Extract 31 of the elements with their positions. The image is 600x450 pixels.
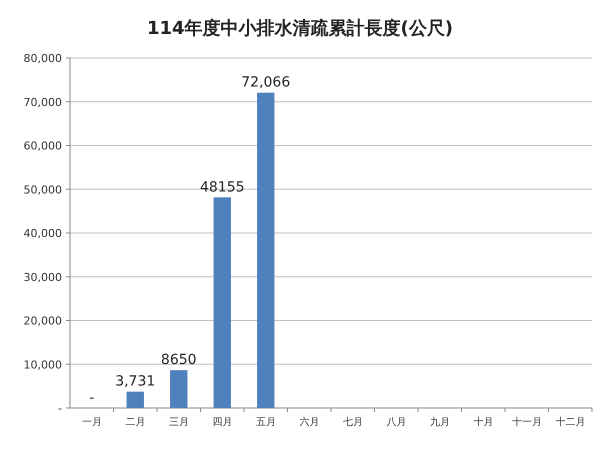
x-tick-label: 五月 xyxy=(256,417,276,428)
data-label: 48155 xyxy=(200,179,245,196)
data-label: 72,066 xyxy=(241,74,290,91)
data-label: 8650 xyxy=(160,352,197,368)
x-tick-label: 三月 xyxy=(168,417,189,428)
x-tick-label: 一月 xyxy=(82,417,102,428)
bar xyxy=(257,92,274,408)
data-label: - xyxy=(89,390,94,406)
x-tick-label: 十一月 xyxy=(512,416,542,428)
x-tick-label: 四月 xyxy=(212,417,232,428)
data-label: 3,731 xyxy=(115,374,156,390)
x-tick-label: 六月 xyxy=(299,416,320,428)
y-tick-label: - xyxy=(58,402,62,415)
x-tick-label: 七月 xyxy=(342,416,363,428)
y-tick-label: 20,000 xyxy=(24,314,62,328)
y-tick-label: 60,000 xyxy=(24,140,62,152)
bar xyxy=(214,197,231,408)
y-tick-label: 70,000 xyxy=(24,96,62,109)
chart-title: 114年度中小排水清疏累計長度(公尺) xyxy=(146,18,454,39)
x-tick-label: 九月 xyxy=(430,416,450,428)
bar xyxy=(170,370,188,408)
x-tick-label: 二月 xyxy=(125,417,146,428)
y-tick-label: 30,000 xyxy=(24,270,62,284)
y-tick-label: 10,000 xyxy=(24,358,62,372)
y-tick-label: 40,000 xyxy=(24,227,62,240)
y-tick-label: 80,000 xyxy=(24,52,62,65)
y-tick-label: 50,000 xyxy=(24,183,62,196)
x-tick-label: 八月 xyxy=(386,417,406,428)
x-tick-label: 十二月 xyxy=(555,416,586,428)
bar xyxy=(126,392,144,408)
x-tick-label: 十月 xyxy=(473,416,494,428)
